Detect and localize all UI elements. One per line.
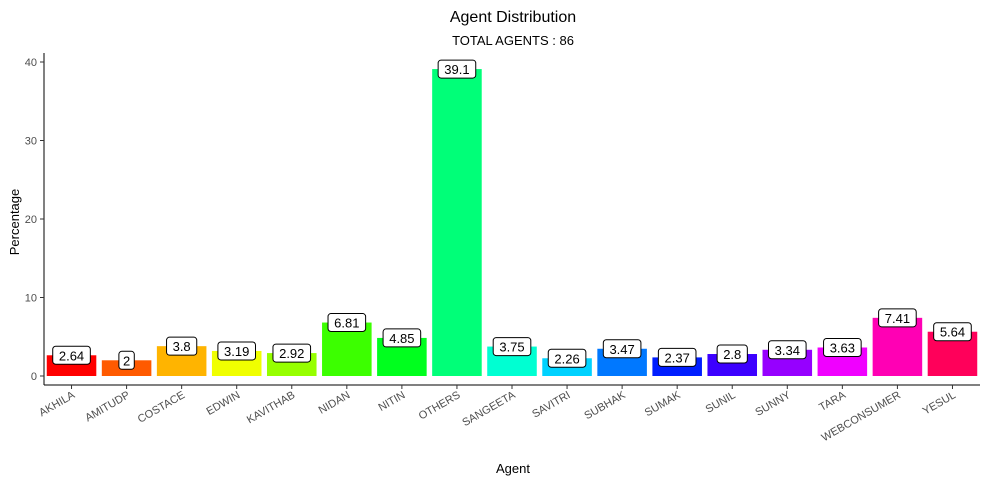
data-label-box xyxy=(602,339,642,359)
data-label-box xyxy=(166,336,198,356)
data-label-box xyxy=(716,344,748,364)
x-tick-label: KAVITHAB xyxy=(245,389,297,426)
data-label: 2.8 xyxy=(723,347,741,362)
data-label-box xyxy=(382,328,422,348)
plot-area: 0 10 20 30 40 AKHILA 2.64 AMITUDP 2 COSTACE 3.8 EDW… xyxy=(25,53,980,444)
data-label: 3.63 xyxy=(830,341,855,356)
x-axis-title: Agent xyxy=(496,461,530,476)
data-label-box xyxy=(217,341,257,361)
data-label: 3.75 xyxy=(499,340,524,355)
data-label: 4.85 xyxy=(389,331,414,346)
x-tick-label: SUMAK xyxy=(643,389,683,419)
data-label: 2.37 xyxy=(665,350,690,365)
x-tick-label: COSTACE xyxy=(136,389,187,426)
data-label: 2.64 xyxy=(59,348,84,363)
data-label: 6.81 xyxy=(334,316,359,331)
bar xyxy=(872,317,923,376)
x-tick-label: EDWIN xyxy=(204,389,242,418)
x-tick-label: AKHILA xyxy=(37,389,77,419)
data-label-box xyxy=(547,348,587,368)
x-tick-label: SUNNY xyxy=(753,389,793,419)
data-label-box xyxy=(657,347,697,367)
bar xyxy=(432,69,482,376)
x-tick-label: SUNIL xyxy=(704,389,738,416)
chart-title: Agent Distribution xyxy=(450,9,576,26)
x-tick-label: SANGEETA xyxy=(460,389,518,429)
data-label-box xyxy=(767,340,807,360)
y-tick-label: 40 xyxy=(25,57,37,69)
data-label-box xyxy=(933,322,972,342)
data-label: 39.1 xyxy=(444,62,469,77)
data-label: 2.26 xyxy=(554,351,579,366)
x-tick-label: NITIN xyxy=(376,389,407,414)
x-tick-label: YESUL xyxy=(921,389,958,417)
data-label-box xyxy=(437,59,477,79)
x-tick-label: NIDAN xyxy=(317,389,353,417)
x-tick-label: SAVITRI xyxy=(530,389,572,420)
data-label-box xyxy=(878,308,917,328)
y-tick-label: 0 xyxy=(31,371,37,383)
data-label: 3.8 xyxy=(173,339,191,354)
y-axis-title: Percentage xyxy=(7,189,22,256)
data-label: 3.19 xyxy=(224,344,249,359)
data-label-box xyxy=(492,337,532,357)
y-tick-label: 20 xyxy=(25,214,37,226)
x-tick-label: AMITUDP xyxy=(83,389,132,424)
data-label: 7.41 xyxy=(885,311,910,326)
data-label-box xyxy=(52,345,91,365)
data-label: 3.47 xyxy=(609,342,634,357)
chart-subtitle: TOTAL AGENTS : 86 xyxy=(452,33,574,48)
x-tick-label: SUBHAK xyxy=(582,389,628,422)
y-tick-label: 10 xyxy=(25,293,37,305)
y-tick-label: 30 xyxy=(25,136,37,148)
data-label: 5.64 xyxy=(940,325,965,340)
data-label-box xyxy=(272,343,312,363)
data-label-box xyxy=(327,313,367,333)
data-label: 2 xyxy=(123,353,130,368)
data-label-box xyxy=(118,350,135,370)
x-tick-label: TARA xyxy=(817,389,848,414)
x-tick-label: OTHERS xyxy=(417,389,463,422)
data-label-box xyxy=(823,338,862,358)
data-label: 3.34 xyxy=(775,343,800,358)
data-label: 2.92 xyxy=(279,346,304,361)
